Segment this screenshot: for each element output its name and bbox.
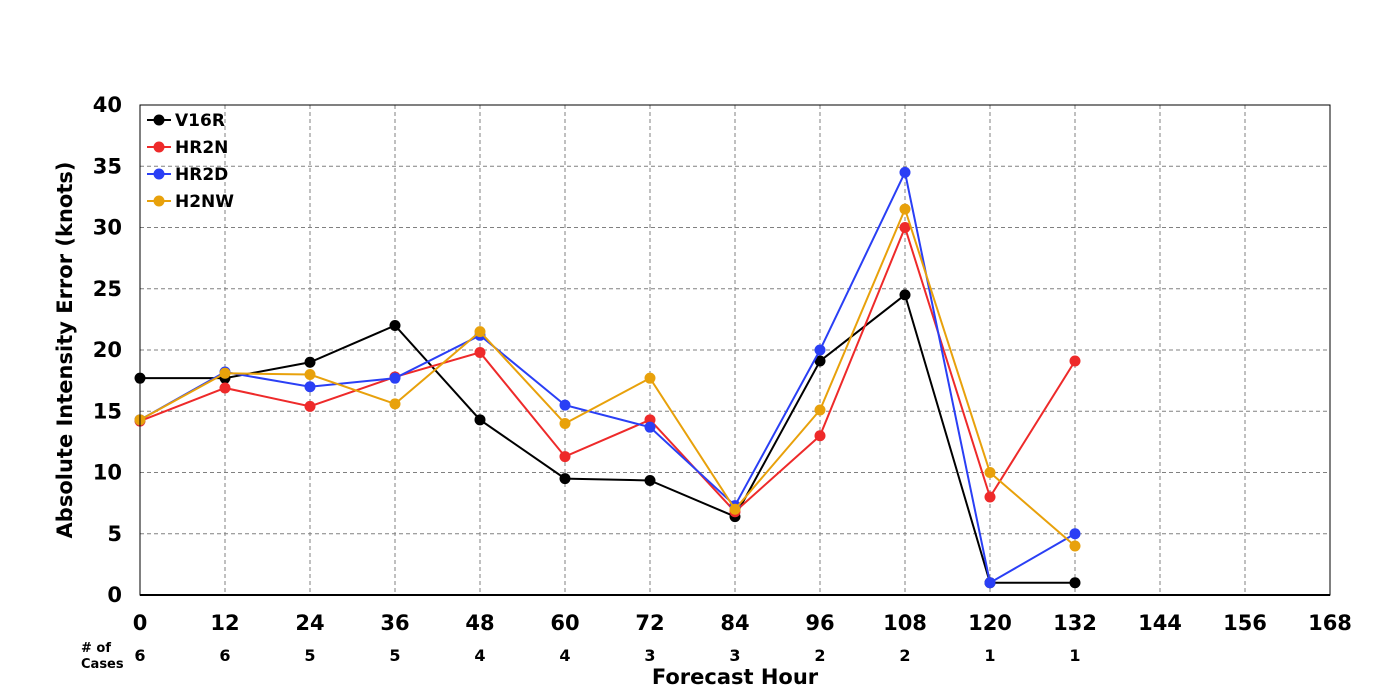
data-point [899, 166, 911, 178]
case-count: 6 [134, 646, 145, 665]
data-point [389, 398, 401, 410]
legend-label: HR2N [175, 138, 228, 158]
data-point [559, 473, 571, 485]
y-tick-label: 30 [93, 216, 122, 240]
data-point [389, 372, 401, 384]
data-point [984, 491, 996, 503]
legend-marker [153, 141, 165, 153]
data-point [984, 577, 996, 589]
data-point [1069, 528, 1081, 540]
x-tick-label: 0 [133, 611, 148, 635]
legend-marker [153, 195, 165, 207]
y-tick-label: 25 [93, 277, 122, 301]
x-tick-label: 120 [968, 611, 1012, 635]
x-tick-label: 108 [883, 611, 927, 635]
case-count: 3 [729, 646, 740, 665]
case-count: 5 [304, 646, 315, 665]
case-count: 5 [389, 646, 400, 665]
series-line [140, 293, 1075, 584]
y-tick-label: 35 [93, 154, 122, 178]
data-point [899, 289, 911, 301]
y-tick-label: 20 [93, 338, 122, 362]
legend: V16R HR2N HR2D H2NW [147, 111, 234, 212]
legend-marker [153, 168, 165, 180]
case-count: 4 [474, 646, 485, 665]
data-point [389, 320, 401, 331]
series-line [139, 224, 1076, 514]
data-point [814, 430, 826, 442]
legend-label: HR2D [175, 165, 228, 185]
y-tick-label: 15 [93, 399, 122, 423]
x-tick-label: 84 [720, 611, 749, 635]
y-tick-label: 10 [93, 461, 122, 485]
data-point [644, 372, 656, 384]
data-point [899, 222, 911, 233]
case-count: 2 [899, 646, 910, 665]
data-point [474, 414, 486, 426]
case-count: 1 [984, 646, 995, 665]
y-tick-label: 0 [107, 583, 122, 607]
legend-label: V16R [175, 111, 225, 131]
x-tick-label: 48 [465, 611, 494, 635]
data-point [814, 344, 826, 356]
data-point [474, 326, 486, 338]
x-tick-label: 36 [380, 611, 409, 635]
legend-marker [153, 114, 165, 126]
legend-item-h2nw: H2NW [147, 192, 234, 212]
axes [139, 104, 1331, 596]
data-point [729, 503, 741, 515]
data-point [1069, 355, 1081, 367]
cases-title: # of [81, 641, 111, 656]
data-point [644, 474, 656, 486]
x-tick-label: 132 [1053, 611, 1097, 635]
series-line [139, 169, 1076, 585]
data-point [644, 421, 656, 433]
data-point [559, 418, 571, 429]
data-point [814, 404, 826, 416]
x-tick-label: 60 [550, 611, 579, 635]
data-point [1069, 540, 1081, 552]
series-layer [134, 166, 1081, 589]
case-count: 2 [814, 646, 825, 665]
data-point [559, 399, 571, 411]
data-point [219, 367, 231, 379]
cases-title: Cases [81, 657, 124, 672]
legend-item-v16r: V16R [147, 111, 225, 131]
tick-labels: 0 12 24 36 48 60 72 84 96 108 120 132 144 156 168 0 5 10 1… [93, 93, 1352, 635]
legend-label: H2NW [175, 192, 234, 212]
data-point [219, 382, 231, 394]
data-point [304, 356, 316, 368]
x-axis-title: Forecast Hour [652, 665, 819, 689]
x-tick-label: 96 [805, 611, 834, 635]
y-axis-title: Absolute Intensity Error (knots) [53, 162, 77, 539]
x-tick-label: 24 [295, 611, 324, 635]
data-point [899, 203, 911, 215]
data-point [1069, 577, 1081, 589]
x-tick-label: 144 [1138, 611, 1182, 635]
data-point [304, 400, 316, 412]
y-tick-label: 40 [93, 93, 122, 117]
x-tick-label: 168 [1308, 611, 1352, 635]
legend-item-hr2d: HR2D [147, 165, 228, 185]
data-point [984, 467, 996, 478]
data-point [304, 369, 316, 380]
case-count: 6 [219, 646, 230, 665]
legend-item-hr2n: HR2N [147, 138, 228, 158]
data-point [304, 381, 316, 393]
data-point [559, 451, 571, 463]
series-h2nw [134, 203, 1081, 552]
x-tick-label: 72 [635, 611, 664, 635]
x-tick-label: 12 [210, 611, 239, 635]
y-tick-label: 5 [107, 522, 122, 546]
data-point [474, 346, 486, 358]
data-point [814, 355, 826, 367]
case-count: 4 [559, 646, 570, 665]
case-count: 1 [1069, 646, 1080, 665]
x-tick-label: 156 [1223, 611, 1267, 635]
series-line [139, 206, 1076, 547]
case-count: 3 [644, 646, 655, 665]
